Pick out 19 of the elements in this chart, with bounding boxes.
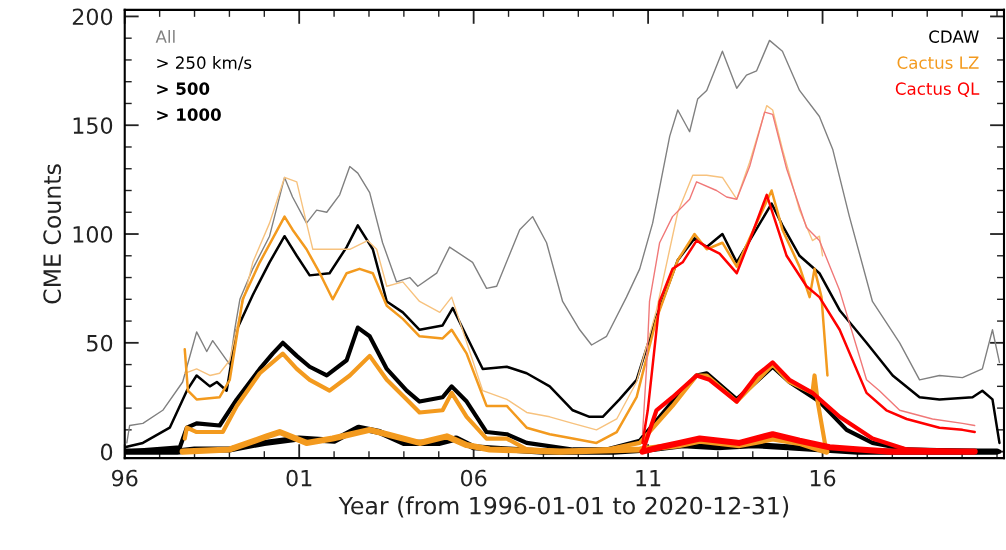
annotation: Cactus QL	[895, 82, 980, 97]
y-axis-title: CME Counts	[43, 164, 62, 304]
x-tick-label: 96	[112, 469, 138, 487]
annotation: > 1000	[157, 108, 221, 121]
annotation: > 250 km/s	[157, 56, 252, 71]
annotation: All	[155, 30, 175, 43]
annotation: CDAW	[929, 30, 979, 43]
annotation: Cactus LZ	[897, 56, 979, 69]
x-tick-label: 06	[460, 469, 487, 487]
y-tick-label: 0	[100, 443, 113, 461]
x-tick-label: 11	[636, 469, 661, 487]
y-tick-label: 100	[73, 225, 113, 243]
x-tick-label: 16	[810, 469, 836, 487]
annotation: > 500	[157, 82, 210, 95]
y-tick-label: 50	[87, 334, 113, 352]
x-axis-title: Year (from 1996-01-01 to 2020-12-31)	[338, 496, 789, 518]
x-tick-label: 01	[286, 469, 312, 487]
y-tick-label: 150	[73, 117, 113, 134]
y-tick-label: 200	[72, 8, 113, 26]
